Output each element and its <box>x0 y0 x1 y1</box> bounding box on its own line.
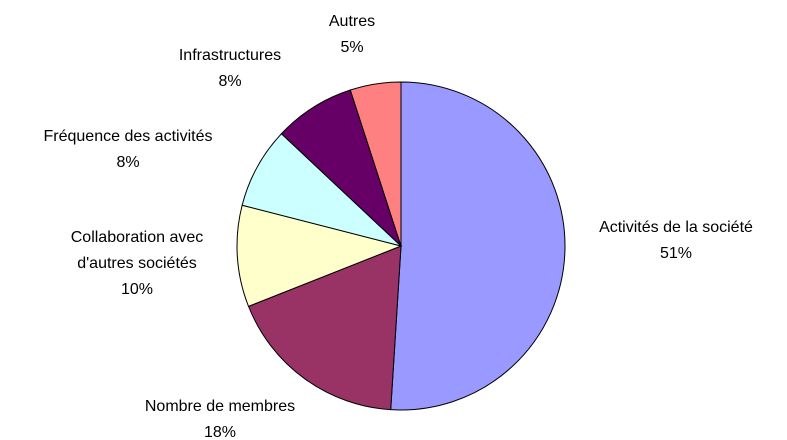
pie-slice <box>349 81 402 247</box>
pie-slice <box>236 204 403 308</box>
value-label: 10% <box>120 281 154 298</box>
slice-label: Fréquence des activités 8% <box>0 124 258 176</box>
value-label: 18% <box>203 424 237 440</box>
slice-label: Infrastructures 8% <box>150 43 310 95</box>
slice-label: Activités de la société 51% <box>561 215 787 267</box>
slice-label: Nombre de membres 18% <box>100 394 340 440</box>
category-label: Collaboration avec d'autres sociétés <box>70 229 204 272</box>
category-label: Fréquence des activités <box>43 128 213 145</box>
value-label: 51% <box>659 245 693 262</box>
value-label: 8% <box>116 154 140 171</box>
value-label: 5% <box>340 39 364 56</box>
pie-slice <box>390 81 566 411</box>
category-label: Nombre de membres <box>144 398 296 415</box>
pie-slice <box>247 245 402 411</box>
slice-label: Collaboration avec d'autres sociétés 10% <box>42 225 232 303</box>
slice-label: Autres 5% <box>302 9 402 61</box>
category-label: Infrastructures <box>178 47 282 64</box>
value-label: 8% <box>218 73 242 90</box>
category-label: Activités de la société <box>599 219 753 236</box>
category-label: Autres <box>328 13 376 30</box>
